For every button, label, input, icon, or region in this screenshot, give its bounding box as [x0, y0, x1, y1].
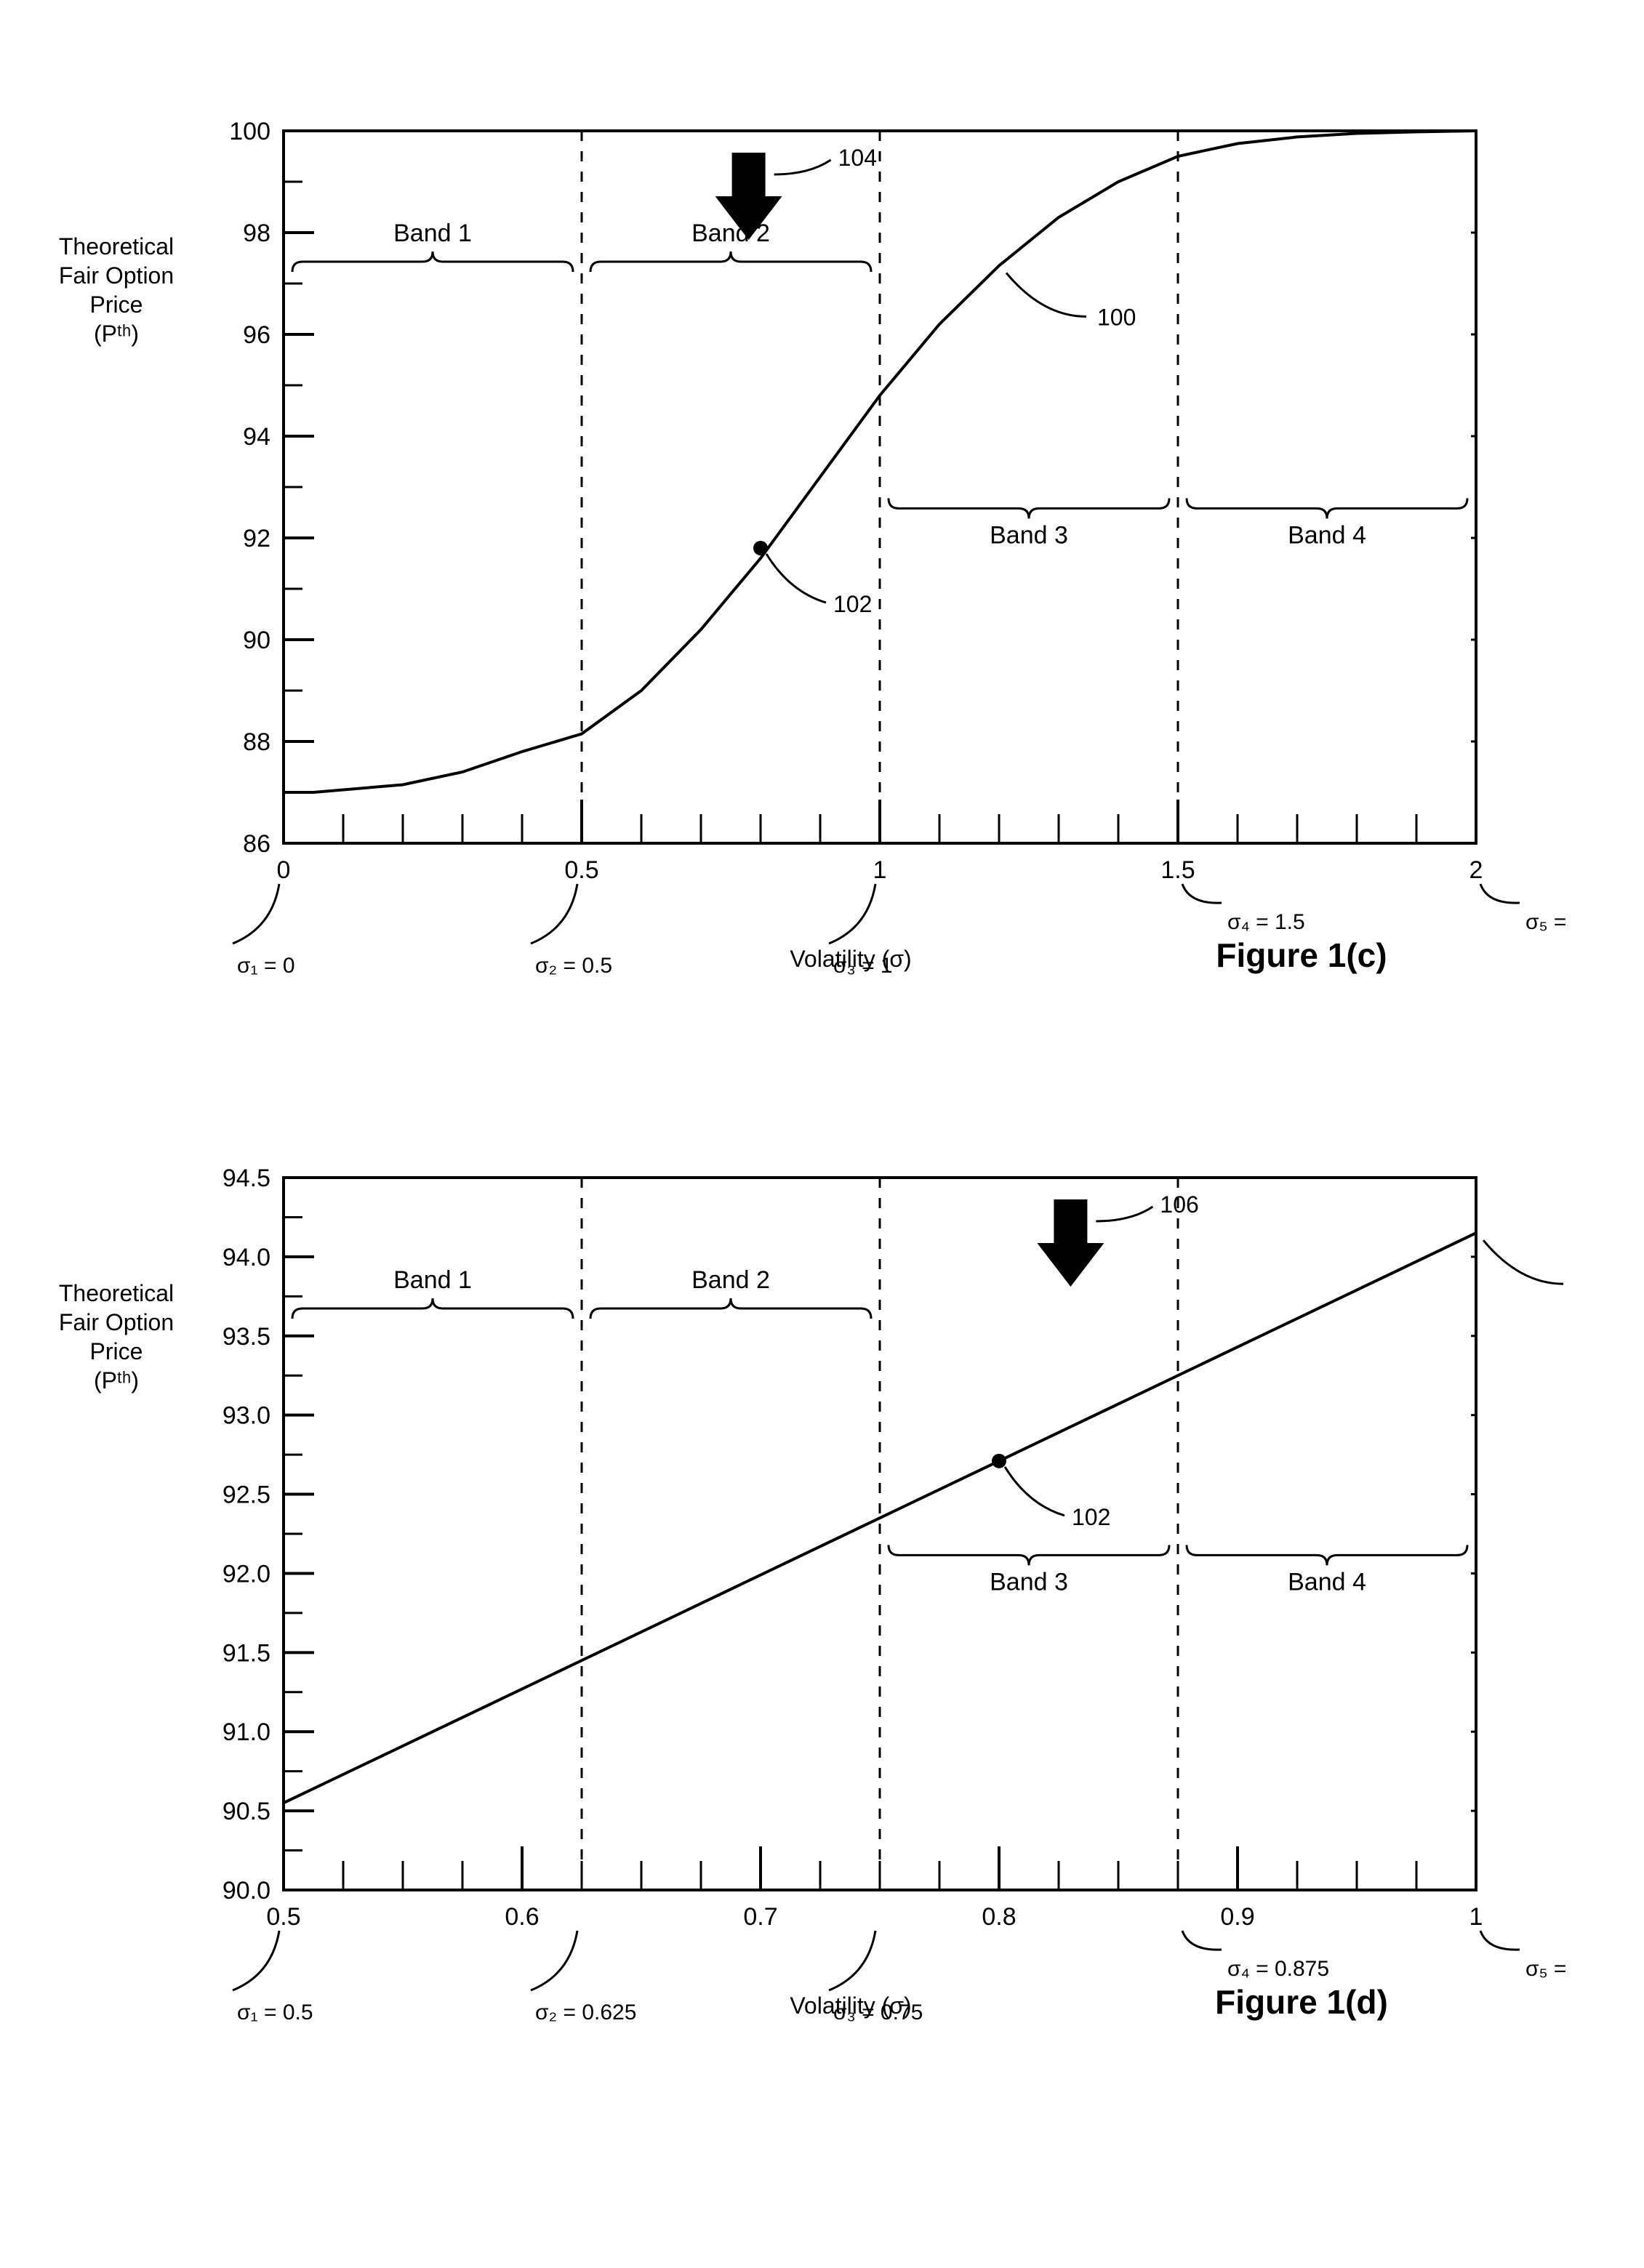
x-tick-label: 1.5: [1160, 856, 1195, 884]
curve-ref-label: 100: [1097, 305, 1136, 331]
down-arrow-icon: [1037, 1199, 1104, 1287]
arrow-ref-label: 106: [1160, 1191, 1198, 1218]
x-tick-label: 0: [277, 856, 291, 884]
y-axis-label-line: Price: [90, 291, 143, 318]
y-tick-label: 94.5: [222, 1165, 270, 1192]
band-label: Band 1: [393, 1266, 472, 1294]
x-tick-label: 0.8: [982, 1903, 1016, 1931]
marker-point: [753, 541, 768, 555]
y-tick-label: 88: [243, 728, 270, 756]
x-tick-label: 1: [1469, 1903, 1483, 1931]
sigma-annotation: σ₅ = 2: [1525, 910, 1571, 934]
sigma-annotation: σ₁ = 0.5: [237, 2000, 313, 2024]
y-tick-label: 98: [243, 220, 270, 247]
y-tick-label: 96: [243, 321, 270, 349]
x-tick-label: 1: [873, 856, 887, 884]
figure-1c-chart: 8688909294969810000.511.52Band 1Band 2Ba…: [44, 87, 1600, 1032]
x-tick-label: 0.5: [266, 1903, 300, 1931]
y-tick-label: 92.5: [222, 1481, 270, 1509]
figure-title: Figure 1(c): [1216, 936, 1387, 974]
x-tick-label: 0.7: [743, 1903, 777, 1931]
x-tick-label: 2: [1469, 856, 1483, 884]
y-axis-label-line: (Pᵗʰ): [94, 321, 139, 347]
x-tick-label: 0.5: [564, 856, 598, 884]
sigma-annotation: σ₄ = 1.5: [1227, 910, 1305, 934]
arrow-ref-label: 104: [838, 145, 877, 171]
y-tick-label: 93.0: [222, 1402, 270, 1430]
y-tick-label: 92.0: [222, 1560, 270, 1588]
y-tick-label: 94.0: [222, 1244, 270, 1271]
y-tick-label: 100: [229, 118, 270, 145]
y-tick-label: 92: [243, 525, 270, 552]
band-label: Band 4: [1288, 521, 1366, 549]
y-axis-label-line: Fair Option: [59, 262, 174, 289]
marker-ref-label: 102: [1072, 1504, 1110, 1530]
sigma-annotation: σ₂ = 0.625: [535, 2000, 636, 2024]
marker-ref-label: 102: [833, 591, 872, 617]
band-label: Band 3: [990, 1568, 1068, 1596]
y-tick-label: 90: [243, 627, 270, 654]
y-axis-label-line: Fair Option: [59, 1309, 174, 1335]
x-tick-label: 0.9: [1220, 1903, 1254, 1931]
marker-point: [992, 1454, 1006, 1468]
sigma-annotation: σ₂ = 0.5: [535, 954, 612, 978]
y-tick-label: 94: [243, 423, 270, 451]
y-tick-label: 93.5: [222, 1323, 270, 1351]
x-axis-label: Volatility (σ): [790, 1992, 911, 2019]
sigma-annotation: σ₄ = 0.875: [1227, 1957, 1329, 1981]
band-label: Band 3: [990, 521, 1068, 549]
x-tick-label: 0.6: [505, 1903, 539, 1931]
sigma-annotation: σ₅ = 1: [1525, 1957, 1571, 1981]
figure-title: Figure 1(d): [1215, 1983, 1388, 2021]
y-tick-label: 86: [243, 830, 270, 858]
band-label: Band 2: [691, 1266, 770, 1294]
y-axis-label-line: Theoretical: [59, 1280, 174, 1306]
y-axis-label-line: Price: [90, 1338, 143, 1364]
sigma-annotation: σ₁ = 0: [237, 954, 295, 978]
band-label: Band 4: [1288, 1568, 1366, 1596]
figure-1d-chart: 90.0 90.5 91.0 91.5 92.0 92.5 93.0 93.5 94.0 94.5…: [44, 1134, 1600, 2079]
y-tick-label: 91.0: [222, 1718, 270, 1746]
y-tick-label: 91.5: [222, 1639, 270, 1667]
y-axis-label-line: Theoretical: [59, 233, 174, 260]
y-axis-label-line: (Pᵗʰ): [94, 1367, 139, 1394]
y-tick-label: 90.5: [222, 1798, 270, 1825]
x-axis-label: Volatility (σ): [790, 946, 911, 972]
y-tick-label: 90.0: [222, 1877, 270, 1905]
price-curve: [284, 1233, 1476, 1803]
band-label: Band 1: [393, 220, 472, 247]
